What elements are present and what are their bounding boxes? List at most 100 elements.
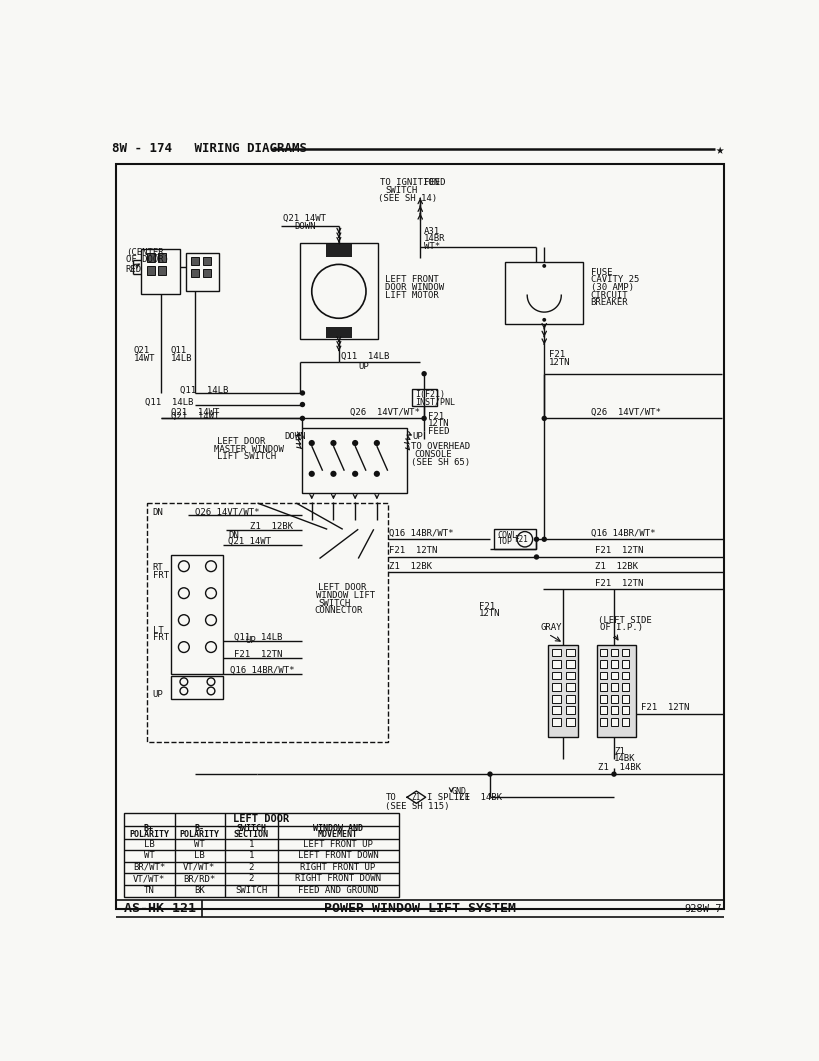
- Text: 8W - 174   WIRING DIAGRAMS: 8W - 174 WIRING DIAGRAMS: [111, 142, 306, 155]
- Text: Q21 14WT: Q21 14WT: [228, 537, 271, 546]
- Text: LEFT DOOR: LEFT DOOR: [318, 584, 366, 592]
- Text: DN: DN: [229, 530, 239, 540]
- Bar: [325, 327, 351, 338]
- Bar: [158, 253, 165, 262]
- Circle shape: [421, 371, 427, 377]
- Bar: [551, 707, 561, 714]
- Text: GRAY: GRAY: [540, 623, 561, 632]
- Text: INST/PNL: INST/PNL: [414, 398, 455, 406]
- Circle shape: [207, 678, 215, 685]
- Bar: [610, 660, 618, 667]
- Bar: [600, 660, 606, 667]
- Text: TN: TN: [143, 886, 154, 894]
- Text: Q21: Q21: [133, 346, 149, 355]
- Text: SECTION: SECTION: [233, 831, 269, 839]
- Bar: [170, 676, 223, 698]
- Circle shape: [541, 537, 546, 542]
- Circle shape: [486, 771, 492, 777]
- Bar: [551, 648, 561, 657]
- Text: UP: UP: [358, 362, 369, 370]
- Text: TO: TO: [385, 793, 396, 802]
- Text: POLARITY: POLARITY: [179, 831, 219, 839]
- Text: LB: LB: [143, 839, 154, 849]
- Circle shape: [206, 614, 216, 626]
- Bar: [621, 672, 628, 679]
- Text: UP: UP: [152, 691, 164, 699]
- Text: DN: DN: [152, 508, 164, 517]
- Bar: [600, 707, 606, 714]
- Text: Z1  12BK: Z1 12BK: [389, 561, 432, 571]
- Text: Q16 14BR/WT*: Q16 14BR/WT*: [590, 528, 654, 538]
- Bar: [141, 249, 180, 294]
- Circle shape: [533, 537, 539, 542]
- Bar: [203, 269, 210, 278]
- Text: POWER WINDOW LIFT SYSTEM: POWER WINDOW LIFT SYSTEM: [324, 902, 516, 916]
- Circle shape: [180, 678, 188, 685]
- Circle shape: [330, 440, 336, 446]
- Text: (SEE SH 65): (SEE SH 65): [410, 457, 469, 467]
- Text: RT: RT: [152, 563, 164, 572]
- Text: LT: LT: [152, 626, 164, 634]
- Text: 14LB: 14LB: [170, 353, 192, 363]
- Text: 2: 2: [248, 863, 254, 872]
- Text: OF I.P.): OF I.P.): [600, 623, 642, 632]
- Circle shape: [610, 771, 616, 777]
- Text: TO IGNITION: TO IGNITION: [379, 178, 438, 187]
- Circle shape: [179, 614, 189, 626]
- Text: Q21  14WT: Q21 14WT: [170, 407, 219, 417]
- Text: SWITCH: SWITCH: [235, 886, 267, 894]
- Bar: [147, 253, 155, 262]
- Circle shape: [330, 471, 336, 476]
- Text: DOWN: DOWN: [294, 222, 316, 231]
- Text: WINDOW AND: WINDOW AND: [313, 824, 363, 833]
- Text: F21: F21: [514, 535, 527, 544]
- Text: B-: B-: [194, 824, 204, 833]
- Text: MOVEMENT: MOVEMENT: [318, 831, 358, 839]
- Text: UP: UP: [246, 637, 256, 645]
- Text: FRT: FRT: [152, 571, 169, 580]
- Bar: [610, 718, 618, 726]
- Bar: [505, 262, 582, 324]
- Bar: [610, 672, 618, 679]
- Text: FEED: FEED: [428, 427, 449, 436]
- Text: 14BK: 14BK: [613, 754, 635, 763]
- Bar: [610, 683, 618, 691]
- Text: 14WT: 14WT: [133, 353, 155, 363]
- Text: MASTER WINDOW: MASTER WINDOW: [214, 445, 283, 454]
- Polygon shape: [406, 792, 425, 803]
- Text: Z1  12BK: Z1 12BK: [594, 561, 637, 571]
- Circle shape: [517, 532, 532, 547]
- Text: F21  12TN: F21 12TN: [389, 546, 437, 555]
- Bar: [610, 707, 618, 714]
- Text: Q21  14WT: Q21 14WT: [170, 412, 219, 420]
- Bar: [551, 683, 561, 691]
- Text: FRT: FRT: [152, 633, 169, 642]
- Text: POLARITY: POLARITY: [129, 831, 169, 839]
- Text: B+: B+: [144, 824, 154, 833]
- Bar: [551, 718, 561, 726]
- Text: WT: WT: [194, 839, 205, 849]
- Bar: [621, 648, 628, 657]
- Text: Q26 14VT/WT*: Q26 14VT/WT*: [195, 508, 260, 517]
- Bar: [610, 695, 618, 702]
- Bar: [124, 813, 399, 897]
- Text: Z1  12BK: Z1 12BK: [250, 522, 292, 532]
- Bar: [412, 389, 437, 406]
- Text: VT/WT*: VT/WT*: [133, 874, 165, 884]
- Text: Q11  14LB: Q11 14LB: [234, 633, 283, 642]
- Text: 12TN: 12TN: [478, 609, 500, 619]
- Bar: [147, 266, 155, 275]
- Circle shape: [373, 440, 379, 446]
- Bar: [186, 253, 219, 292]
- Bar: [621, 683, 628, 691]
- Text: UP: UP: [412, 433, 423, 441]
- Text: GND: GND: [450, 786, 466, 796]
- Text: Z1  14BK: Z1 14BK: [459, 793, 501, 802]
- Text: 928W-7: 928W-7: [684, 904, 721, 914]
- Text: FEED AND GROUND: FEED AND GROUND: [297, 886, 378, 894]
- Text: FUSE: FUSE: [590, 267, 612, 277]
- Circle shape: [206, 642, 216, 653]
- Text: F21  12TN: F21 12TN: [594, 546, 642, 555]
- Text: WINDOW LIFT: WINDOW LIFT: [316, 591, 375, 599]
- Circle shape: [541, 318, 545, 321]
